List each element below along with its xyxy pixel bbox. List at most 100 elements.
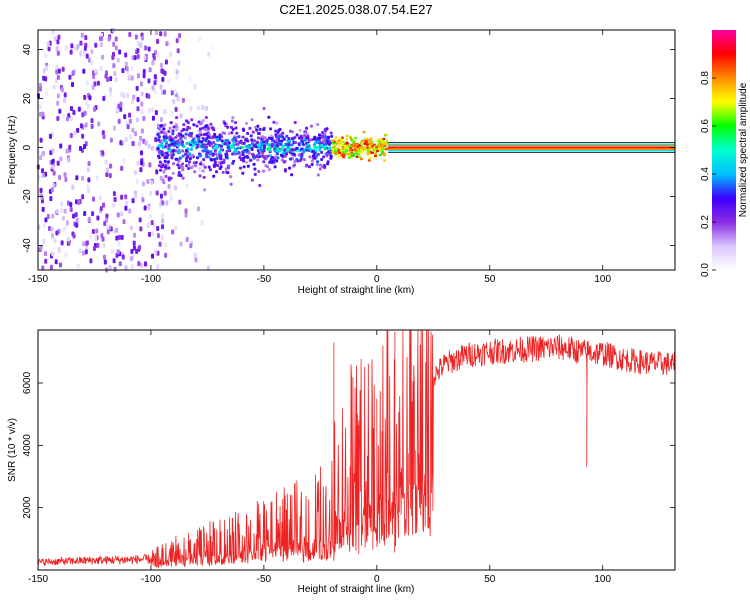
spectrogram-cell — [242, 165, 246, 169]
spectrogram-cell — [267, 168, 271, 172]
spectrogram-cell — [334, 152, 338, 155]
spectrogram-cell — [290, 143, 294, 147]
spectrogram-cell — [81, 175, 85, 181]
spectrogram-cell — [273, 155, 277, 159]
spectrogram-cell — [176, 48, 180, 54]
spectrogram-cell — [189, 134, 193, 138]
spectrogram-cell — [181, 143, 185, 147]
spectrogram-cell — [154, 110, 158, 116]
spectrogram-cell — [200, 144, 204, 148]
spectrogram-cell — [139, 160, 143, 166]
spectrogram-cell — [241, 153, 245, 157]
spectrogram-cell — [118, 261, 122, 267]
spectrogram-cell — [91, 211, 95, 217]
spectrogram-cell — [71, 184, 75, 190]
spectrogram-cell — [52, 170, 56, 176]
spectrogram-cell — [232, 152, 236, 156]
spectrogram-cell — [64, 252, 68, 258]
spectrogram-cell — [162, 181, 166, 185]
spectrogram-cell — [146, 178, 150, 184]
spectrogram-cell — [156, 53, 160, 59]
spectrogram-cell — [69, 133, 73, 139]
spectrogram-cell — [164, 140, 168, 144]
spectrogram-cell — [37, 93, 41, 99]
spectrogram-cell — [285, 134, 289, 138]
spectrogram-cell — [161, 218, 165, 224]
spectrogram-cell — [63, 225, 67, 231]
spectrogram-cell — [367, 159, 371, 162]
spectrogram-cell — [274, 133, 278, 137]
spectrogram-cell — [331, 151, 335, 155]
spectrogram-cell — [50, 163, 54, 169]
spectrogram-cell — [92, 245, 96, 251]
spectrogram-cell — [136, 73, 140, 79]
spectrogram-cell — [204, 105, 208, 111]
spectrogram-cell — [159, 117, 163, 123]
spectrogram-cell — [219, 148, 223, 152]
spectrogram-cell — [147, 143, 151, 149]
spectrogram-cell — [256, 136, 260, 140]
spectrogram-cell — [215, 170, 219, 174]
spectrogram-cell — [341, 145, 345, 149]
spectrogram-cell — [222, 158, 226, 162]
spectrogram-cell — [321, 140, 325, 144]
spectrogram-cell — [80, 32, 84, 38]
spectrogram-cell — [219, 134, 223, 138]
spectrogram-cell — [46, 213, 50, 219]
spectrogram-cell — [262, 107, 266, 111]
y-tick-label: 6000 — [22, 371, 33, 394]
spectrogram-cell — [117, 118, 121, 124]
spectrogram-cell — [67, 157, 71, 163]
spectrogram-cell — [57, 247, 61, 253]
spectrogram-cell — [128, 32, 132, 38]
spectrogram-cell — [295, 133, 299, 137]
spectrogram-cell — [167, 78, 171, 84]
spectrogram-cell — [320, 150, 324, 154]
spectrogram-cell — [243, 149, 247, 153]
spectrogram-cell — [385, 139, 389, 142]
spectrogram-cell — [149, 190, 153, 196]
spectrogram-cell — [161, 163, 165, 167]
spectrogram-cell — [174, 106, 178, 112]
spectrogram-cell — [385, 147, 389, 151]
spectrogram-cell — [126, 124, 130, 130]
spectrogram-cell — [187, 126, 191, 130]
spectrogram-cell — [381, 143, 385, 147]
spectrogram-cell — [203, 165, 207, 169]
spectrogram-cell — [257, 170, 261, 174]
spectrogram-cell — [159, 31, 163, 37]
spectrogram-cell — [187, 160, 191, 164]
spectrogram-cell — [196, 137, 200, 141]
spectrogram-cell — [181, 97, 185, 103]
spectrogram-cell — [165, 200, 169, 206]
spectrogram-cell — [124, 265, 128, 271]
x-tick-label: -50 — [257, 274, 272, 285]
spectrogram-cell — [157, 150, 161, 154]
spectrogram-cell — [108, 172, 112, 178]
spectrogram-cell — [329, 156, 333, 160]
spectrogram-cell — [156, 132, 160, 136]
spectrogram-cell — [209, 122, 213, 126]
spectrogram-cell — [337, 155, 341, 159]
spectrogram-cell — [160, 234, 164, 240]
spectrogram-cell — [158, 202, 162, 208]
spectrogram-cell — [163, 156, 167, 160]
spectrogram-cell — [255, 128, 259, 132]
spectrogram-cell — [76, 263, 80, 269]
spectrogram-cell — [161, 224, 165, 230]
spectrogram-cell — [201, 136, 205, 140]
spectrogram-cell — [85, 53, 89, 59]
spectrogram-cell — [141, 197, 145, 203]
spectrogram-cell — [133, 170, 137, 176]
spectrogram-cell — [283, 154, 287, 158]
spectrogram-cell — [170, 156, 174, 160]
spectrogram-cell — [175, 127, 179, 131]
spectrogram-cell — [172, 98, 176, 104]
spectrogram-cell — [195, 134, 199, 138]
spectrogram-cell — [248, 126, 252, 130]
spectrogram-cell — [129, 225, 133, 231]
spectrogram-cell — [216, 163, 220, 167]
spectrogram-ticks: -150 -100 -50 0 50 100 -40 -20 0 20 40 — [22, 30, 675, 285]
spectrogram-cell — [163, 89, 167, 95]
spectrogram-cell — [278, 149, 282, 153]
